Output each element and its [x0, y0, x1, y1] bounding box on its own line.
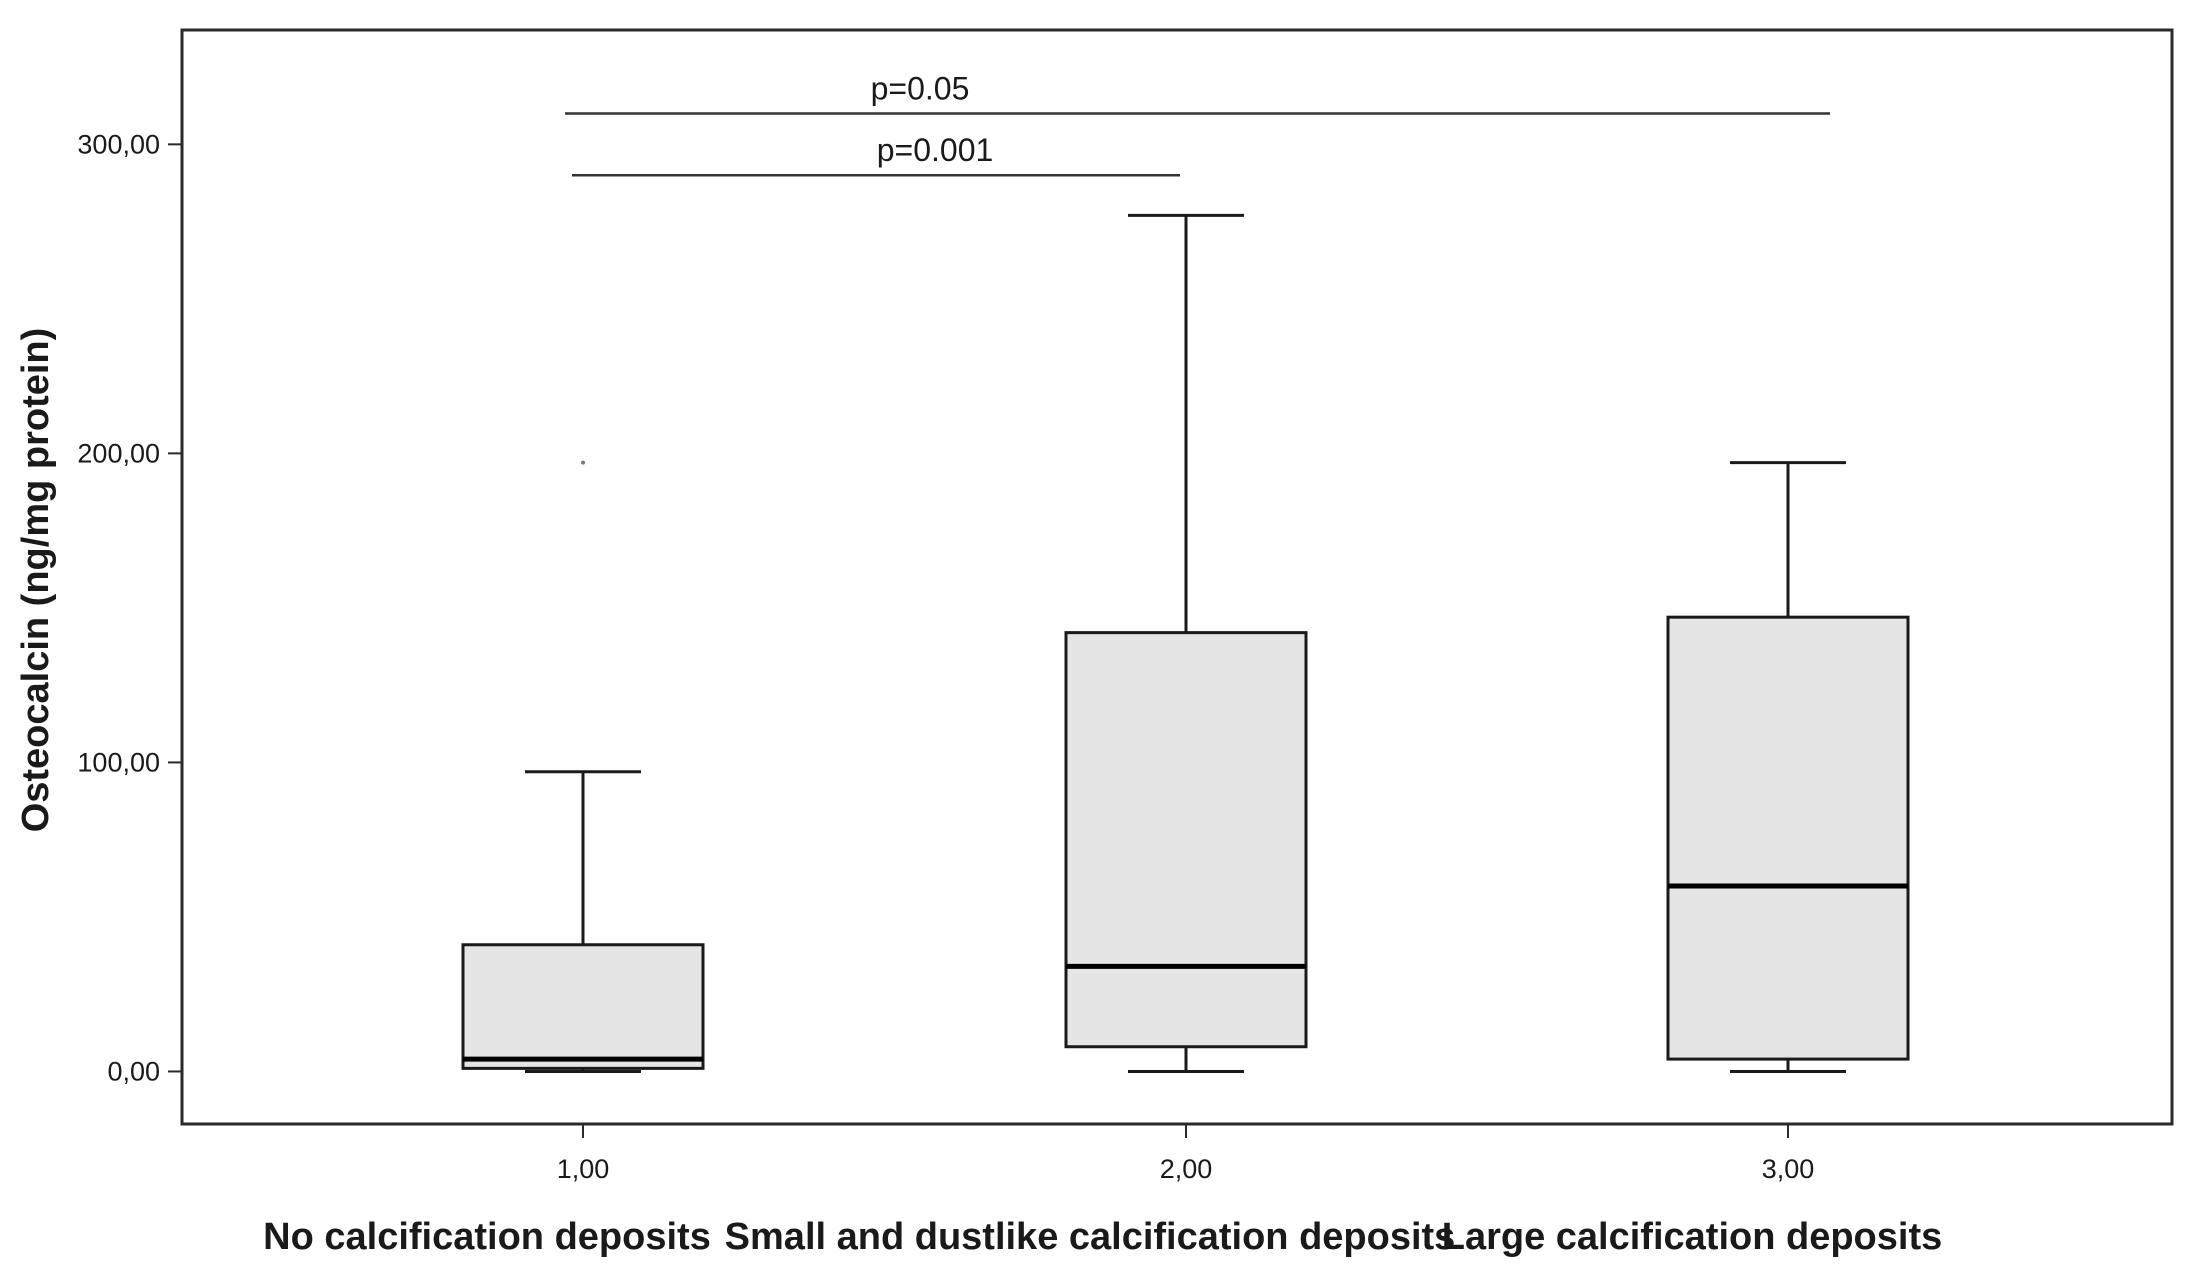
y-axis: 0,00 100,00 200,00 300,00: [77, 129, 182, 1086]
plot-frame: [180, 28, 2174, 1126]
boxes: [461, 213, 1910, 1073]
y-tick-label: 0,00: [107, 1056, 160, 1086]
x-tick-label: 1,00: [557, 1154, 610, 1184]
p-value-label: p=0.05: [871, 70, 970, 106]
p-value-label: p=0.001: [877, 132, 994, 168]
x-tick-label: 3,00: [1762, 1154, 1815, 1184]
category-label: Small and dustlike calcification deposit…: [725, 1216, 1456, 1258]
category-label: No calcification deposits: [263, 1216, 711, 1258]
x-axis: 1,00 No calcification deposits 2,00 Small a…: [263, 1124, 1942, 1258]
box-iqr: [1666, 615, 1910, 1061]
box-iqr: [461, 943, 705, 1070]
box-iqr: [1064, 631, 1308, 1049]
y-tick-label: 300,00: [77, 129, 160, 159]
category-label: Large calcification deposits: [1442, 1216, 1942, 1258]
outlier-point: [581, 460, 585, 465]
y-tick-label: 100,00: [77, 747, 160, 777]
y-axis-title: Osteocalcin (ng/mg protein): [15, 328, 57, 833]
x-tick-label: 2,00: [1160, 1154, 1213, 1184]
y-tick-label: 200,00: [77, 438, 160, 468]
significance-annotations: p=0.05 p=0.001: [565, 70, 1830, 177]
